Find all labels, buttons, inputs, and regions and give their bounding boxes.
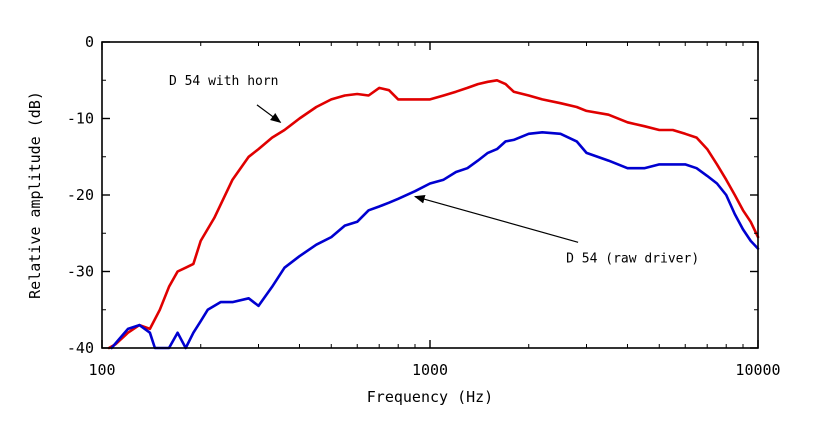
annotation-label-1: D 54 with horn bbox=[169, 74, 279, 89]
annotation-label-2: D 54 (raw driver) bbox=[566, 251, 699, 266]
annotation-arrow-2 bbox=[413, 194, 579, 243]
y-axis-label: Relative amplitude (dB) bbox=[26, 91, 44, 299]
y-tick-label: -20 bbox=[67, 186, 94, 204]
series-layer bbox=[107, 79, 760, 350]
x-tick-label: 1000 bbox=[412, 361, 448, 379]
series-line-2 bbox=[110, 131, 760, 350]
annotation-layer: D 54 with horn D 54 (raw driver) bbox=[169, 74, 699, 266]
x-axis-label: Frequency (Hz) bbox=[367, 388, 493, 406]
ticks-layer: 100 1000 10000 0 -10 -20 -30 -40 bbox=[67, 33, 781, 379]
x-tick-label: 100 bbox=[88, 361, 115, 379]
y-tick-label: -40 bbox=[67, 339, 94, 357]
y-tick-label: -30 bbox=[67, 263, 94, 281]
series-line-1 bbox=[107, 79, 760, 350]
y-tick-label: -10 bbox=[67, 110, 94, 128]
annotation-arrow-1 bbox=[256, 104, 282, 123]
x-tick-label: 10000 bbox=[735, 361, 780, 379]
y-tick-label: 0 bbox=[85, 33, 94, 51]
